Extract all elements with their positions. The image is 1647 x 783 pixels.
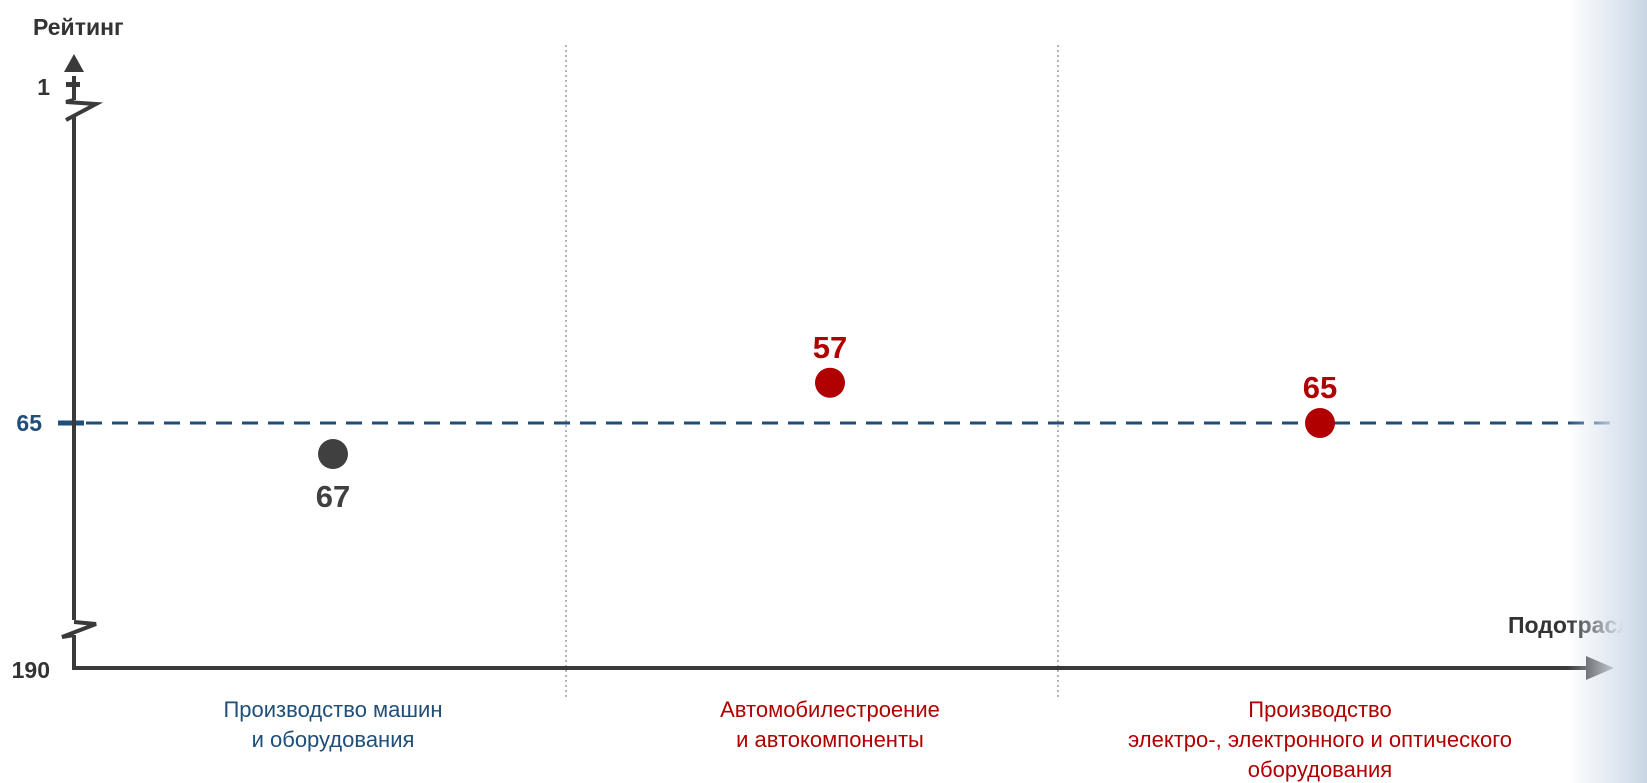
data-point bbox=[815, 367, 845, 398]
data-point bbox=[318, 439, 348, 469]
category-label: Автомобилестроение и автокомпоненты bbox=[720, 697, 940, 752]
y-top-tick bbox=[66, 82, 80, 87]
y-tick-label-top: 1 bbox=[37, 74, 50, 100]
y-axis-break-bottom bbox=[61, 620, 97, 639]
data-point-label: 65 bbox=[1303, 370, 1337, 405]
y-axis-break-top bbox=[65, 98, 104, 122]
y-axis-title: Рейтинг bbox=[33, 14, 124, 40]
category-label: Производство электро-, электронного и опт… bbox=[1128, 697, 1512, 782]
y-axis bbox=[61, 76, 104, 668]
right-edge-gradient bbox=[1567, 0, 1647, 783]
data-point-label: 67 bbox=[316, 479, 350, 514]
category-labels: Производство машин и оборудования Автомоби… bbox=[223, 697, 1511, 782]
data-point bbox=[1305, 408, 1335, 438]
data-points: 67 57 65 bbox=[316, 330, 1337, 514]
y-tick-label-bottom: 190 bbox=[12, 657, 50, 683]
y-axis-arrow-icon bbox=[64, 54, 84, 72]
category-label: Производство машин и оборудования bbox=[223, 697, 442, 752]
y-tick-label-reference: 65 bbox=[16, 410, 42, 436]
data-point-label: 57 bbox=[813, 330, 847, 365]
